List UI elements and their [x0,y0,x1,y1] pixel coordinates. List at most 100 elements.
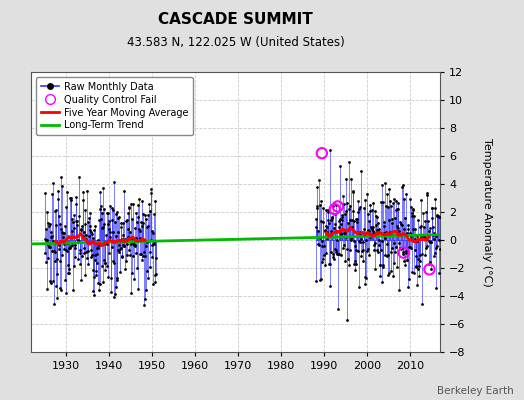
Point [76,261,84,268]
Point [363,190,371,197]
Point [363,248,372,254]
Point [108,205,116,211]
Point [408,210,416,216]
Point [388,232,397,238]
Point [132,250,140,256]
Point [341,211,349,217]
Point [412,264,421,270]
Point [358,239,367,246]
Point [410,270,418,276]
Point [70,263,79,269]
Point [372,212,380,219]
Point [133,219,141,226]
Point [148,228,156,234]
Point [399,182,407,188]
Point [56,221,64,227]
Point [419,235,427,242]
Point [78,253,86,259]
Point [394,224,402,231]
Point [122,258,130,264]
Point [88,247,96,253]
Point [56,285,64,291]
Point [50,248,58,254]
Point [102,239,111,246]
Point [316,218,325,224]
Point [52,295,61,301]
Point [342,208,350,214]
Point [347,224,356,230]
Point [60,246,69,252]
Point [81,271,90,278]
Point [81,221,89,227]
Point [416,258,424,264]
Point [364,227,372,233]
Point [48,248,57,254]
Point [320,242,328,249]
Point [88,231,96,237]
Point [141,286,150,293]
Point [68,216,77,223]
Point [423,190,431,196]
Point [339,245,347,251]
Point [44,254,52,261]
Point [120,243,128,249]
Point [101,260,110,266]
Point [389,273,398,279]
Point [99,279,107,285]
Point [51,258,60,264]
Point [419,234,428,240]
Point [392,198,400,205]
Point [411,253,420,259]
Point [357,252,366,259]
Point [119,220,127,227]
Point [137,237,146,244]
Point [427,266,435,272]
Point [75,246,84,253]
Point [422,192,431,198]
Point [98,225,106,232]
Point [150,241,158,247]
Point [367,207,376,214]
Point [84,260,92,267]
Point [109,258,117,264]
Point [74,239,82,245]
Point [324,207,332,213]
Point [389,240,398,246]
Point [329,203,337,209]
Point [144,212,152,218]
Point [46,221,54,228]
Point [331,206,339,212]
Point [405,243,413,250]
Point [384,272,392,278]
Point [148,254,156,260]
Point [428,215,436,222]
Point [314,228,323,234]
Point [377,247,385,253]
Point [79,197,87,203]
Point [60,240,68,247]
Point [317,198,325,204]
Point [104,218,113,224]
Point [434,213,442,220]
Point [337,231,345,238]
Point [321,227,330,234]
Point [61,240,70,246]
Point [110,294,118,301]
Point [95,206,104,213]
Point [353,218,362,225]
Point [140,301,148,308]
Point [136,251,145,257]
Point [106,203,114,209]
Point [112,233,120,239]
Point [319,219,328,225]
Point [341,258,350,264]
Point [360,226,368,232]
Point [72,218,81,224]
Point [420,234,429,241]
Point [408,212,417,219]
Point [124,210,132,216]
Point [141,253,149,260]
Point [424,260,433,267]
Point [365,218,373,224]
Point [432,233,441,239]
